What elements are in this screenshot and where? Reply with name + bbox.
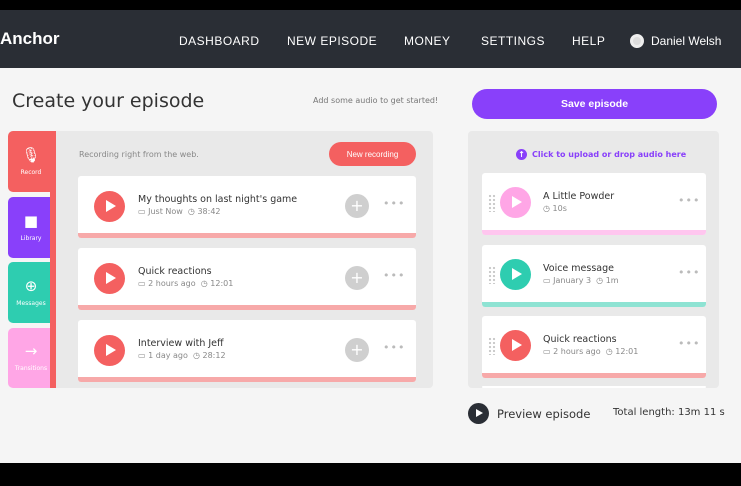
more-options-icon[interactable]: ••• (678, 265, 701, 279)
item-duration: 28:12 (202, 351, 226, 360)
calendar-icon: ▭ (543, 347, 551, 356)
episode-item-meta: ▭ January 3 ◷ 1m (543, 276, 619, 285)
drag-handle-icon[interactable] (488, 265, 496, 284)
tab-label: Messages (16, 299, 46, 307)
item-date: 1 day ago (148, 351, 188, 360)
nav-dashboard[interactable]: DASHBOARD (179, 34, 260, 48)
nav-new-episode[interactable]: NEW EPISODE (287, 34, 378, 48)
more-options-icon[interactable]: ••• (678, 194, 701, 207)
upload-icon: ↑ (516, 149, 527, 160)
episode-item-title: A Little Powder (543, 191, 615, 202)
clock-icon: ◷ (605, 347, 613, 356)
more-options-icon[interactable]: ••• (678, 337, 701, 350)
nav-help[interactable]: HELP (572, 34, 606, 48)
item-date: 2 hours ago (553, 347, 601, 356)
progress-bar (78, 377, 416, 382)
item-duration: 12:01 (210, 279, 234, 288)
tab-transitions[interactable]: → Transitions (8, 328, 54, 388)
calendar-icon: ▭ (543, 275, 551, 285)
avatar[interactable] (630, 34, 644, 48)
calendar-icon: ▭ (138, 351, 146, 360)
calendar-icon: ▭ (138, 207, 146, 216)
item-date: 2 hours ago (148, 279, 196, 288)
page-title: Create your episode (12, 90, 205, 112)
nav-money[interactable]: MONEY (404, 34, 451, 48)
progress-bar (482, 373, 706, 378)
progress-bar (78, 233, 416, 238)
new-recording-button[interactable]: New recording (329, 142, 416, 166)
save-episode-button[interactable]: Save episode (472, 89, 717, 119)
recording-meta: ▭ 2 hours ago ◷ 12:01 (138, 279, 233, 288)
nav-settings[interactable]: SETTINGS (481, 34, 546, 48)
play-button[interactable] (94, 263, 125, 294)
add-to-episode-button[interactable]: + (345, 266, 369, 290)
preview-label: Preview episode (497, 406, 591, 421)
preview-episode-button[interactable]: Preview episode (468, 403, 590, 424)
upload-label: Click to upload or drop audio here (532, 150, 687, 159)
play-button[interactable] (500, 187, 531, 218)
episode-card[interactable]: A Little Powder ◷ 10s ••• (482, 173, 706, 235)
episode-card-partial (482, 386, 706, 388)
drag-handle-icon[interactable] (488, 194, 496, 212)
item-duration: 12:01 (615, 347, 639, 356)
item-duration: 10s (552, 204, 567, 213)
drag-handle-icon[interactable] (488, 337, 496, 355)
tab-messages[interactable]: ⊕ Messages (8, 262, 54, 323)
active-tab-stripe (50, 131, 56, 388)
tab-label: Library (20, 234, 42, 242)
tab-label: Transitions (14, 365, 48, 372)
recording-meta: ▭ 1 day ago ◷ 28:12 (138, 351, 226, 360)
item-duration: 38:42 (197, 207, 221, 216)
recording-card[interactable]: My thoughts on last night's game ▭ Just … (78, 176, 416, 238)
tab-library[interactable]: ■ Library (8, 197, 54, 258)
user-name[interactable]: Daniel Welsh (651, 34, 722, 48)
arrow-right-icon: → (24, 342, 38, 360)
clock-icon: ◷ (596, 275, 604, 285)
total-length: Total length: 13m 11 s (613, 407, 725, 418)
record-note: Recording right from the web. (79, 150, 199, 159)
folder-icon: ■ (23, 211, 39, 230)
calendar-icon: ▭ (138, 279, 146, 288)
play-button[interactable] (94, 191, 125, 222)
recording-card[interactable]: Interview with Jeff ▭ 1 day ago ◷ 28:12 … (78, 320, 416, 382)
clock-icon: ◷ (192, 351, 200, 360)
recording-title: Quick reactions (138, 266, 212, 277)
recording-title: Interview with Jeff (138, 338, 224, 349)
message-plus-icon: ⊕ (24, 276, 38, 295)
add-to-episode-button[interactable]: + (345, 194, 369, 218)
tab-label: Record (20, 168, 42, 176)
more-options-icon[interactable]: ••• (383, 341, 406, 354)
clock-icon: ◷ (543, 204, 550, 213)
microphone-icon: 🎙 (21, 145, 41, 164)
clock-icon: ◷ (200, 279, 208, 288)
anchor-logo[interactable]: Anchor (0, 29, 60, 48)
progress-bar (78, 305, 416, 310)
progress-bar (482, 301, 706, 307)
play-button[interactable] (94, 335, 125, 366)
play-button[interactable] (500, 330, 531, 361)
more-options-icon[interactable]: ••• (383, 269, 406, 282)
upload-dropzone[interactable]: ↑ Click to upload or drop audio here (516, 149, 686, 160)
item-date: Just Now (148, 207, 183, 216)
recording-card[interactable]: Quick reactions ▭ 2 hours ago ◷ 12:01 + … (78, 248, 416, 310)
play-icon (468, 403, 489, 424)
more-options-icon[interactable]: ••• (383, 197, 406, 210)
tab-record[interactable]: 🎙 Record (8, 131, 54, 192)
top-nav (0, 10, 741, 68)
recording-title: My thoughts on last night's game (138, 194, 298, 205)
episode-item-meta: ◷ 10s (543, 204, 567, 213)
hint-text: Add some audio to get started! (313, 96, 439, 105)
clock-icon: ◷ (187, 207, 195, 216)
item-date: January 3 (553, 275, 592, 285)
episode-card[interactable]: Quick reactions ▭ 2 hours ago ◷ 12:01 ••… (482, 316, 706, 378)
episode-card[interactable]: Voice message ▭ January 3 ◷ 1m ••• (482, 244, 706, 307)
item-duration: 1m (605, 275, 619, 285)
recording-meta: ▭ Just Now ◷ 38:42 (138, 207, 221, 216)
play-button[interactable] (500, 258, 531, 290)
episode-item-title: Quick reactions (543, 334, 617, 345)
progress-bar (482, 230, 706, 235)
episode-item-meta: ▭ 2 hours ago ◷ 12:01 (543, 347, 638, 356)
add-to-episode-button[interactable]: + (345, 338, 369, 362)
episode-item-title: Voice message (543, 262, 614, 274)
